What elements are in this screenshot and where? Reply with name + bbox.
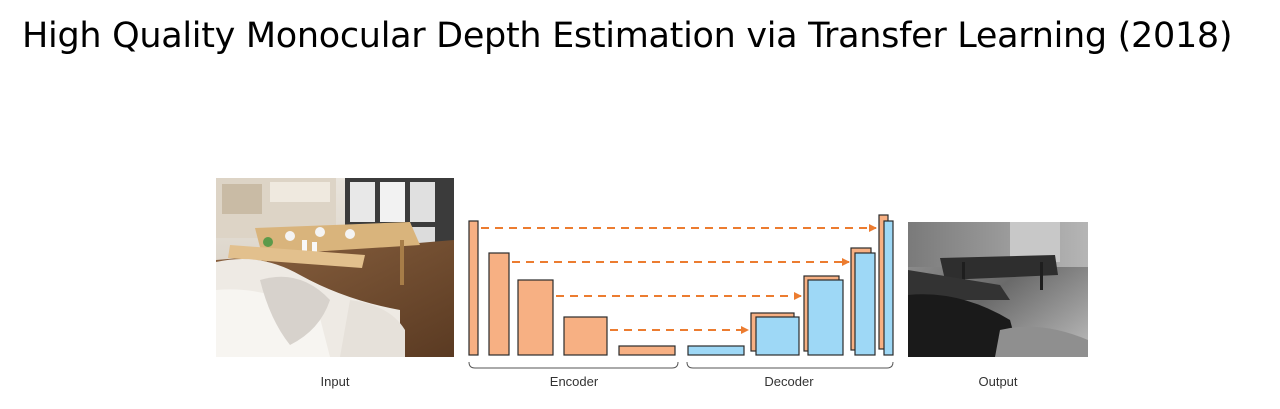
encoder-block-2 — [488, 252, 510, 356]
decoder-block-3 — [807, 279, 844, 356]
decoder-block-4 — [854, 252, 876, 356]
slide-title: High Quality Monocular Depth Estimation … — [22, 16, 1233, 56]
input-label: Input — [320, 374, 350, 389]
decoder-block-1 — [687, 345, 745, 356]
decoder-block-5 — [883, 220, 894, 356]
encoder-block-1 — [468, 220, 479, 356]
encoder-block-3 — [517, 279, 554, 356]
encoder-label: Encoder — [549, 374, 599, 389]
skip-connections — [481, 224, 877, 334]
decoder-brace — [686, 361, 894, 369]
encoder-block-5 — [618, 345, 676, 356]
output-depth-map — [908, 222, 1088, 357]
decoder-label: Decoder — [764, 374, 814, 389]
output-label: Output — [978, 374, 1018, 389]
decoder-blocks — [687, 214, 894, 356]
encoder-brace — [468, 361, 679, 369]
encoder-block-4 — [563, 316, 608, 356]
encoder-blocks — [468, 220, 676, 356]
input-image — [216, 178, 454, 357]
decoder-block-2 — [755, 316, 800, 356]
